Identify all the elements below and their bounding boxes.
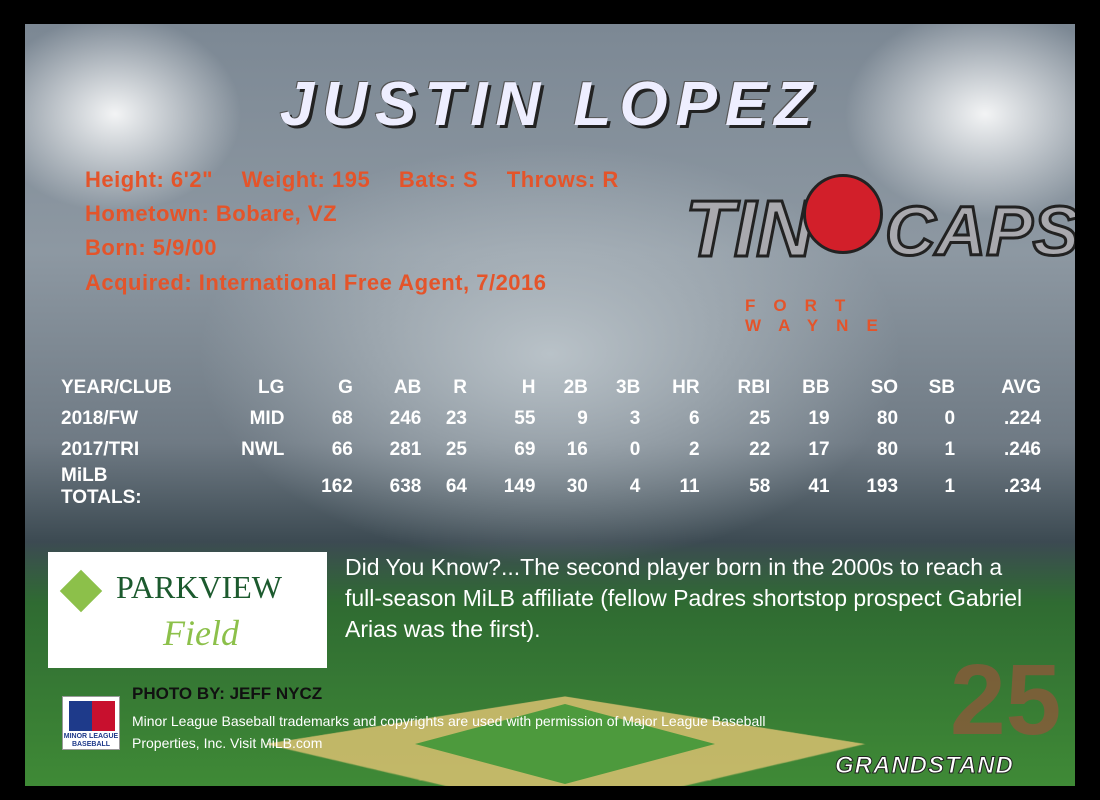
- stat-cell: 19: [770, 403, 829, 434]
- photo-credit: PHOTO BY: JEFF NYCZ: [132, 684, 322, 704]
- stat-cell: 17: [770, 434, 829, 465]
- stat-cell: 80: [830, 434, 898, 465]
- table-row: MiLB TOTALS: 162 638 64 149 30 4 11 58 41 193 1.234: [61, 465, 1041, 509]
- height: Height: 6'2": [85, 167, 213, 192]
- table-row: 2018/FW MID 68 246 23 55 9 3 6 25 19 80 0.224: [61, 403, 1041, 434]
- stat-cell: 80: [830, 403, 898, 434]
- stat-cell: 6: [640, 403, 699, 434]
- stat-cell: 64: [421, 465, 467, 509]
- sponsor-line1: PARKVIEW: [116, 570, 282, 605]
- stat-cell: H: [467, 372, 535, 403]
- bio-line-physical: Height: 6'2" Weight: 195 Bats: S Throws:…: [85, 167, 641, 193]
- stat-cell: R: [421, 372, 467, 403]
- stat-cell: SB: [898, 372, 955, 403]
- stat-cell: LG: [191, 372, 284, 403]
- stat-cell: G: [284, 372, 352, 403]
- sponsor-logo: PARKVIEW Field: [48, 552, 327, 668]
- acquired: Acquired: International Free Agent, 7/20…: [85, 270, 547, 296]
- weight: Weight: 195: [242, 167, 371, 192]
- sponsor-line2: Field: [163, 614, 239, 654]
- stat-cell: HR: [640, 372, 699, 403]
- bats: Bats: S: [399, 167, 478, 192]
- stat-cell: 30: [535, 465, 587, 509]
- card-back: JUSTIN LOPEZ Height: 6'2" Weight: 195 Ba…: [25, 24, 1075, 786]
- team-logo: TIN CAPS FORT WAYNE: [685, 134, 1030, 334]
- stat-cell: 9: [535, 403, 587, 434]
- stat-cell: MiLB TOTALS:: [61, 465, 191, 509]
- stat-cell: NWL: [191, 434, 284, 465]
- hometown: Hometown: Bobare, VZ: [85, 201, 337, 227]
- brand-name: GRANDSTAND: [835, 754, 1014, 778]
- stat-cell: 25: [421, 434, 467, 465]
- team-city: FORT WAYNE: [745, 296, 1030, 336]
- stat-cell: 55: [467, 403, 535, 434]
- stat-cell: 41: [770, 465, 829, 509]
- stat-cell: 638: [353, 465, 421, 509]
- did-you-know-text: Did You Know?...The second player born i…: [345, 552, 1035, 645]
- stat-cell: 4: [588, 465, 640, 509]
- stat-cell: 2017/TRI: [61, 434, 191, 465]
- stat-cell: 2018/FW: [61, 403, 191, 434]
- stat-cell: .224: [955, 403, 1041, 434]
- parkview-diamond-icon: [60, 570, 102, 612]
- batter-silhouette-icon: [69, 701, 115, 731]
- stat-cell: 2: [640, 434, 699, 465]
- stat-cell: 3: [588, 403, 640, 434]
- logo-text-right: CAPS: [885, 196, 1075, 266]
- apple-mascot-icon: [803, 174, 883, 254]
- logo-text-left: TIN: [685, 189, 814, 269]
- stat-cell: 246: [353, 403, 421, 434]
- stat-cell: .246: [955, 434, 1041, 465]
- stat-cell: 58: [700, 465, 771, 509]
- stat-cell: MID: [191, 403, 284, 434]
- stat-cell: 162: [284, 465, 352, 509]
- stat-cell: 66: [284, 434, 352, 465]
- stat-cell: 1: [898, 434, 955, 465]
- milb-logo-text: MINOR LEAGUE BASEBALL: [63, 733, 119, 749]
- stat-cell: 25: [700, 403, 771, 434]
- stat-cell: 0: [588, 434, 640, 465]
- stat-cell: RBI: [700, 372, 771, 403]
- stat-cell: 0: [898, 403, 955, 434]
- legal-text: Minor League Baseball trademarks and cop…: [132, 710, 812, 754]
- stat-cell: SO: [830, 372, 898, 403]
- milb-logo: MINOR LEAGUE BASEBALL: [62, 696, 120, 750]
- stat-cell: 69: [467, 434, 535, 465]
- stat-cell: .234: [955, 465, 1041, 509]
- stat-cell: 3B: [588, 372, 640, 403]
- stat-cell: 281: [353, 434, 421, 465]
- anniversary-number: 25: [950, 650, 1061, 750]
- stat-cell: 68: [284, 403, 352, 434]
- stat-cell: BB: [770, 372, 829, 403]
- stat-cell: 149: [467, 465, 535, 509]
- stat-cell: 22: [700, 434, 771, 465]
- player-name: JUSTIN LOPEZ: [25, 69, 1075, 140]
- stats-table: YEAR/CLUB LG G AB R H 2B 3B HR RBI BB SO SB AVG 2018/F…: [61, 372, 1041, 509]
- table-row: 2017/TRI NWL 66 281 25 69 16 0 2 22 17 80 1.246: [61, 434, 1041, 465]
- stat-cell: 11: [640, 465, 699, 509]
- stat-cell: 23: [421, 403, 467, 434]
- stat-cell: YEAR/CLUB: [61, 372, 191, 403]
- stat-cell: 1: [898, 465, 955, 509]
- stat-cell: [191, 465, 284, 509]
- throws: Throws: R: [507, 167, 619, 192]
- stat-cell: 2B: [535, 372, 587, 403]
- stat-cell: AVG: [955, 372, 1041, 403]
- stat-cell: 16: [535, 434, 587, 465]
- born: Born: 5/9/00: [85, 235, 217, 261]
- stat-cell: 193: [830, 465, 898, 509]
- table-header: YEAR/CLUB LG G AB R H 2B 3B HR RBI BB SO SB AVG: [61, 372, 1041, 403]
- stat-cell: AB: [353, 372, 421, 403]
